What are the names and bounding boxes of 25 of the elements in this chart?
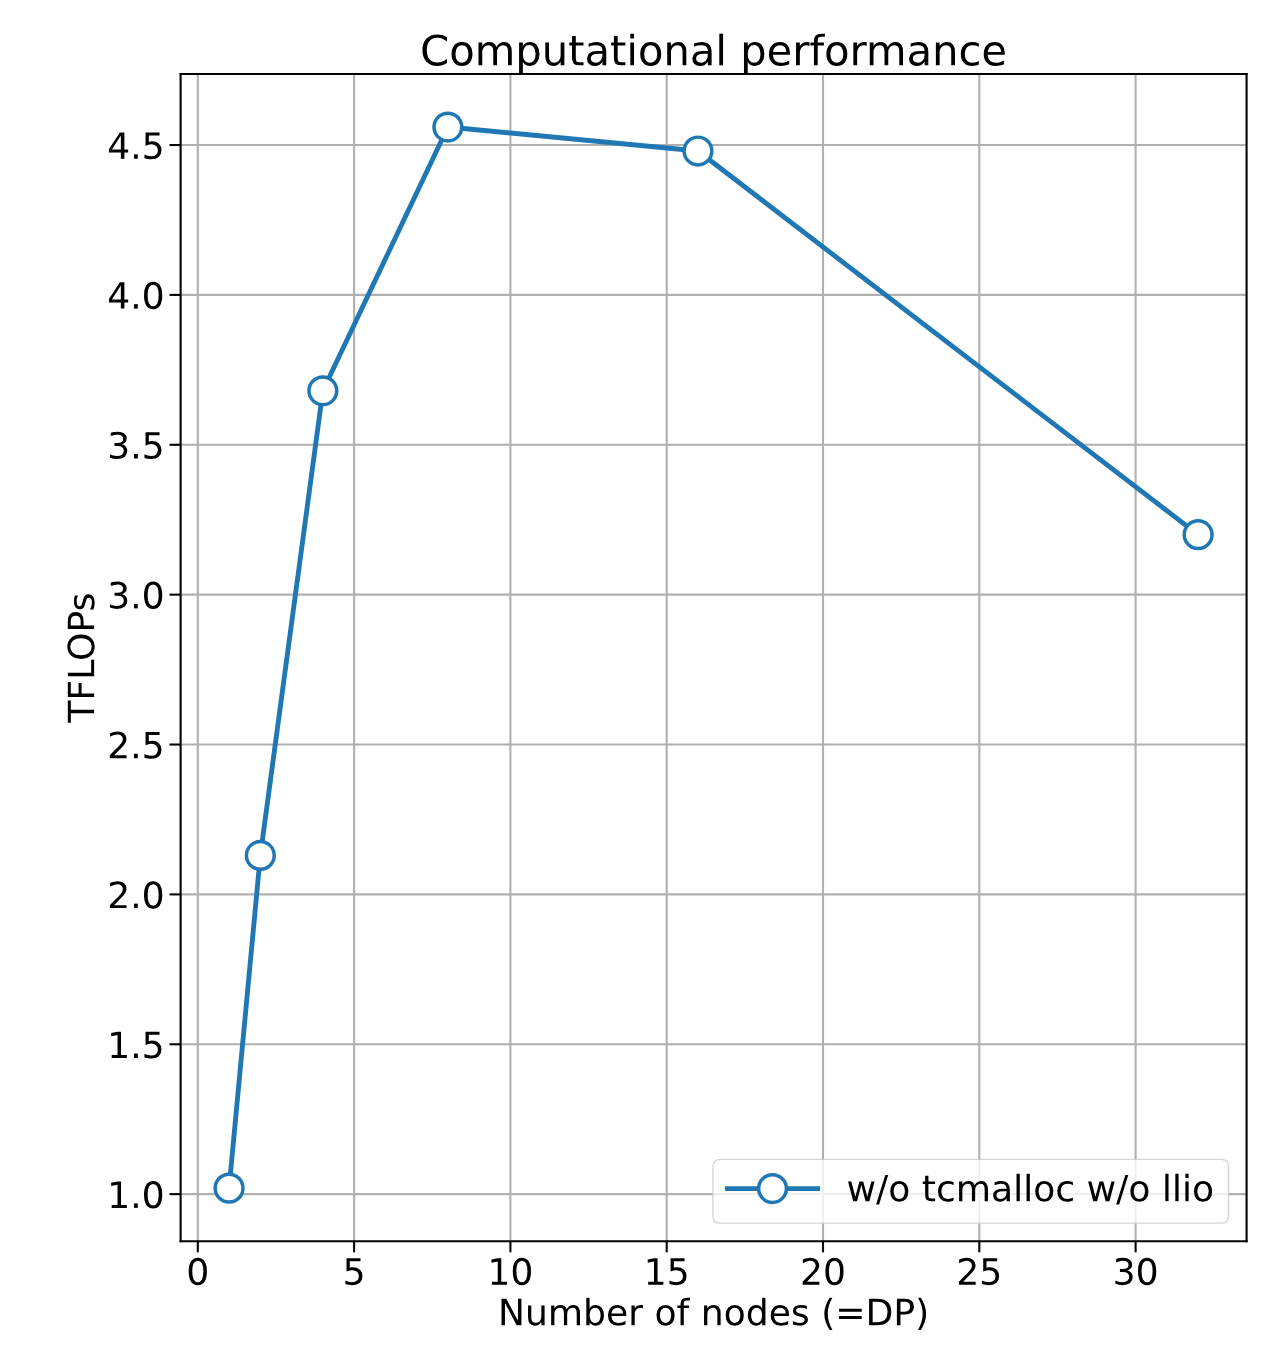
y-tick-label: 4.0 — [108, 281, 163, 310]
y-tick-label: 2.0 — [109, 881, 163, 909]
chart-title: Computational performance — [422, 33, 1005, 74]
point — [682, 135, 714, 167]
point — [244, 839, 276, 872]
x-tick-label: 25 — [958, 1257, 1000, 1286]
y-tick-label: 3.0 — [109, 581, 163, 609]
y-tick-label: 4.5 — [108, 132, 162, 160]
x-tick-label: 20 — [802, 1257, 844, 1286]
x-tick-label: 10 — [491, 1257, 531, 1286]
x-tick-label: 30 — [1115, 1257, 1157, 1286]
y-tick-label: 3.5 — [109, 431, 162, 460]
point — [213, 1172, 245, 1204]
x-tick-label: 15 — [647, 1258, 687, 1286]
point — [307, 375, 339, 407]
y-tick-label: 1.0 — [111, 1181, 163, 1209]
legend-label: w/o tcmalloc w/o llio — [848, 1173, 1213, 1205]
y-axis-title: TFLOPs — [67, 594, 95, 723]
point — [1182, 519, 1214, 551]
x-tick-label: 5 — [345, 1258, 363, 1286]
x-axis-title: Number of nodes (=DP) — [501, 1297, 927, 1330]
y-tick-label: 1.5 — [111, 1031, 162, 1059]
y-tick-label: 2.5 — [109, 731, 162, 759]
x-tick-label: 0 — [188, 1257, 207, 1286]
point — [432, 111, 464, 143]
